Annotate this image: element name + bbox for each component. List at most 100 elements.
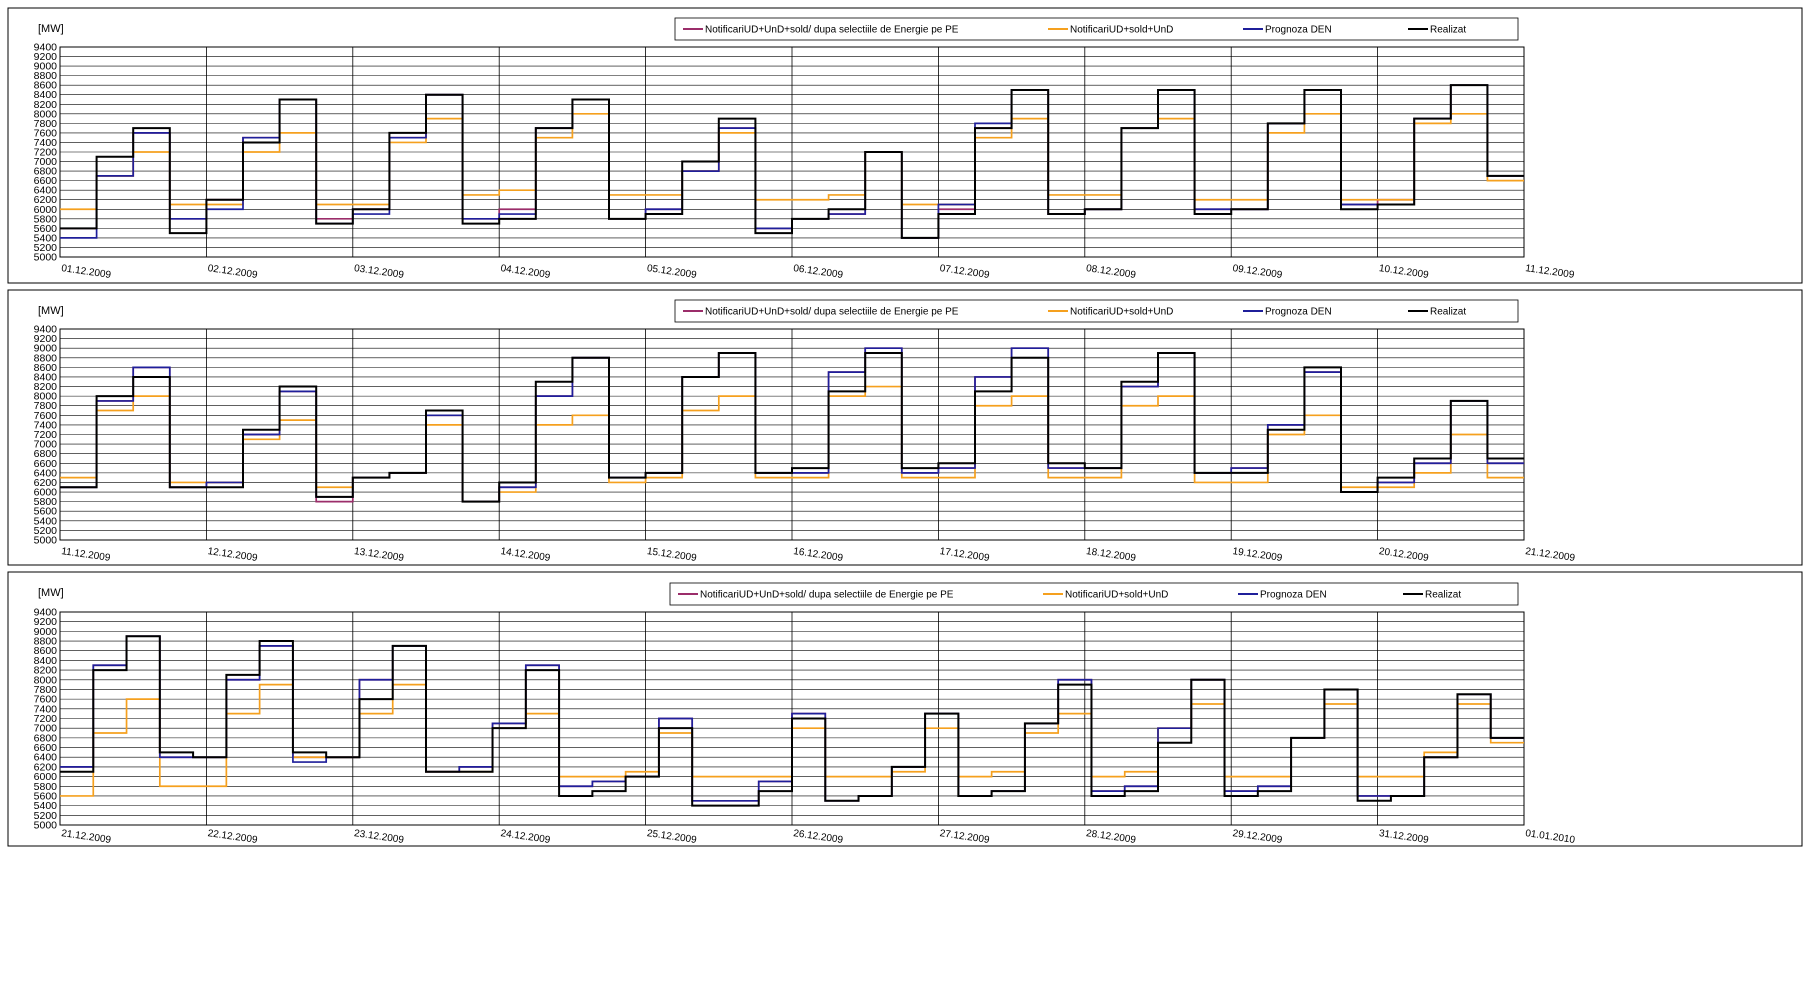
legend-label: Realizat	[1430, 25, 1466, 36]
y-tick-label: 9400	[34, 324, 58, 336]
y-tick-label: 6200	[34, 477, 58, 489]
y-tick-label: 9000	[34, 343, 58, 355]
y-tick-label: 5200	[34, 525, 58, 537]
y-tick-label: 8600	[34, 645, 58, 657]
y-tick-label: 7800	[34, 684, 58, 696]
legend-box	[674, 299, 1519, 323]
y-tick-label: 6400	[34, 752, 58, 764]
y-tick-label: 9400	[34, 42, 58, 54]
y-tick-label: 6800	[34, 732, 58, 744]
y-tick-label: 8800	[34, 70, 58, 82]
y-tick-label: 5200	[34, 242, 58, 254]
legend-label: Realizat	[1425, 590, 1461, 601]
y-tick-label: 6200	[34, 194, 58, 206]
y-tick-label: 7800	[34, 400, 58, 412]
legend-label: NotificariUD+UnD+sold/ dupa selectiile d…	[700, 590, 954, 601]
y-tick-label: 7800	[34, 118, 58, 130]
y-tick-label: 9400	[34, 607, 58, 619]
series-line-3	[60, 635, 1524, 802]
y-tick-label: 6800	[34, 166, 58, 178]
series-line-4	[60, 635, 1524, 807]
y-tick-label: 6600	[34, 742, 58, 754]
series-line-4	[60, 84, 1524, 239]
y-tick-label: 5800	[34, 496, 58, 508]
y-tick-label: 7600	[34, 127, 58, 139]
y-tick-label: 8200	[34, 381, 58, 393]
legend-label: Realizat	[1430, 307, 1466, 318]
y-tick-label: 8800	[34, 352, 58, 364]
series-group	[60, 635, 1524, 807]
y-tick-label: 8600	[34, 80, 58, 92]
unit-label: [MW]	[38, 23, 64, 35]
y-tick-label: 5800	[34, 781, 58, 793]
legend-label: NotificariUD+UnD+sold/ dupa selectiile d…	[705, 307, 959, 318]
y-tick-label: 7200	[34, 429, 58, 441]
y-tick-label: 5400	[34, 515, 58, 527]
legend: NotificariUD+UnD+sold/ dupa selectiile d…	[669, 582, 1519, 606]
legend-label: Prognoza DEN	[1265, 307, 1332, 318]
legend-label: Prognoza DEN	[1260, 590, 1327, 601]
series-line-2	[60, 112, 1524, 211]
y-tick-label: 7200	[34, 147, 58, 159]
y-tick-label: 7000	[34, 723, 58, 735]
y-tick-label: 8400	[34, 655, 58, 667]
y-tick-label: 9200	[34, 51, 58, 63]
chart-panel-1: 5000520054005600580060006200640066006800…	[7, 7, 1803, 284]
y-tick-label: 6600	[34, 175, 58, 187]
chart-panel-3: 5000520054005600580060006200640066006800…	[7, 571, 1803, 847]
y-tick-label: 9000	[34, 626, 58, 638]
y-tick-label: 7200	[34, 713, 58, 725]
y-tick-label: 6400	[34, 185, 58, 197]
y-tick-label: 8200	[34, 99, 58, 111]
y-tick-label: 7400	[34, 419, 58, 431]
y-tick-label: 5400	[34, 800, 58, 812]
y-tick-label: 9200	[34, 616, 58, 628]
legend-label: NotificariUD+sold+UnD	[1065, 590, 1168, 601]
y-tick-label: 8000	[34, 674, 58, 686]
y-tick-label: 5600	[34, 506, 58, 518]
y-tick-label: 7000	[34, 439, 58, 451]
y-tick-label: 9200	[34, 333, 58, 345]
legend-box	[674, 17, 1519, 41]
series-group	[60, 84, 1524, 239]
y-tick-label: 6200	[34, 761, 58, 773]
y-tick-label: 7400	[34, 703, 58, 715]
panel-frame	[7, 289, 1803, 566]
y-tick-label: 8000	[34, 391, 58, 403]
legend: NotificariUD+UnD+sold/ dupa selectiile d…	[674, 299, 1519, 323]
y-tick-label: 5200	[34, 810, 58, 822]
y-tick-label: 8400	[34, 89, 58, 101]
legend-label: NotificariUD+sold+UnD	[1070, 307, 1173, 318]
y-tick-label: 6000	[34, 204, 58, 216]
y-tick-label: 6600	[34, 458, 58, 470]
y-tick-label: 8200	[34, 665, 58, 677]
y-tick-label: 9000	[34, 61, 58, 73]
legend-label: NotificariUD+UnD+sold/ dupa selectiile d…	[705, 25, 959, 36]
y-tick-label: 6000	[34, 487, 58, 499]
y-tick-label: 5000	[34, 252, 58, 264]
plot-area	[59, 46, 1525, 258]
y-tick-label: 8800	[34, 636, 58, 648]
plot-area	[59, 611, 1525, 826]
y-tick-label: 5000	[34, 535, 58, 547]
y-tick-label: 7600	[34, 694, 58, 706]
y-tick-label: 6800	[34, 448, 58, 460]
legend-box	[669, 582, 1519, 606]
y-tick-label: 5600	[34, 790, 58, 802]
y-tick-label: 5600	[34, 223, 58, 235]
y-tick-label: 5400	[34, 232, 58, 244]
chart-panel-2: 5000520054005600580060006200640066006800…	[7, 289, 1803, 566]
legend-label: Prognoza DEN	[1265, 25, 1332, 36]
panel-frame	[7, 7, 1803, 284]
unit-label: [MW]	[38, 587, 64, 599]
y-tick-label: 7600	[34, 410, 58, 422]
series-line-4	[60, 351, 1524, 503]
y-tick-label: 6000	[34, 771, 58, 783]
series-group	[60, 347, 1524, 503]
y-tick-label: 7000	[34, 156, 58, 168]
y-tick-label: 5800	[34, 213, 58, 225]
legend-label: NotificariUD+sold+UnD	[1070, 25, 1173, 36]
y-tick-label: 5000	[34, 820, 58, 832]
